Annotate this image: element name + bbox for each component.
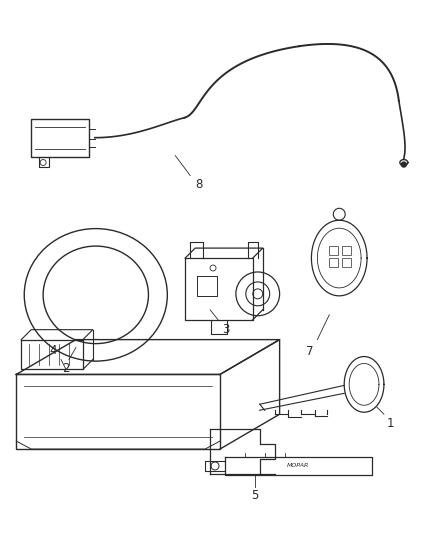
Text: 1: 1 xyxy=(387,417,395,430)
Text: MOPAR: MOPAR xyxy=(287,464,310,469)
Bar xyxy=(329,246,338,255)
Bar xyxy=(342,258,351,267)
Text: 4: 4 xyxy=(49,344,57,357)
Text: 5: 5 xyxy=(251,489,258,502)
Circle shape xyxy=(401,162,406,167)
Text: 2: 2 xyxy=(62,361,70,375)
Text: 7: 7 xyxy=(306,345,313,358)
Text: 8: 8 xyxy=(195,179,202,191)
Bar xyxy=(329,258,338,267)
Text: 3: 3 xyxy=(222,322,230,336)
Bar xyxy=(342,246,351,255)
Bar xyxy=(31,119,89,157)
